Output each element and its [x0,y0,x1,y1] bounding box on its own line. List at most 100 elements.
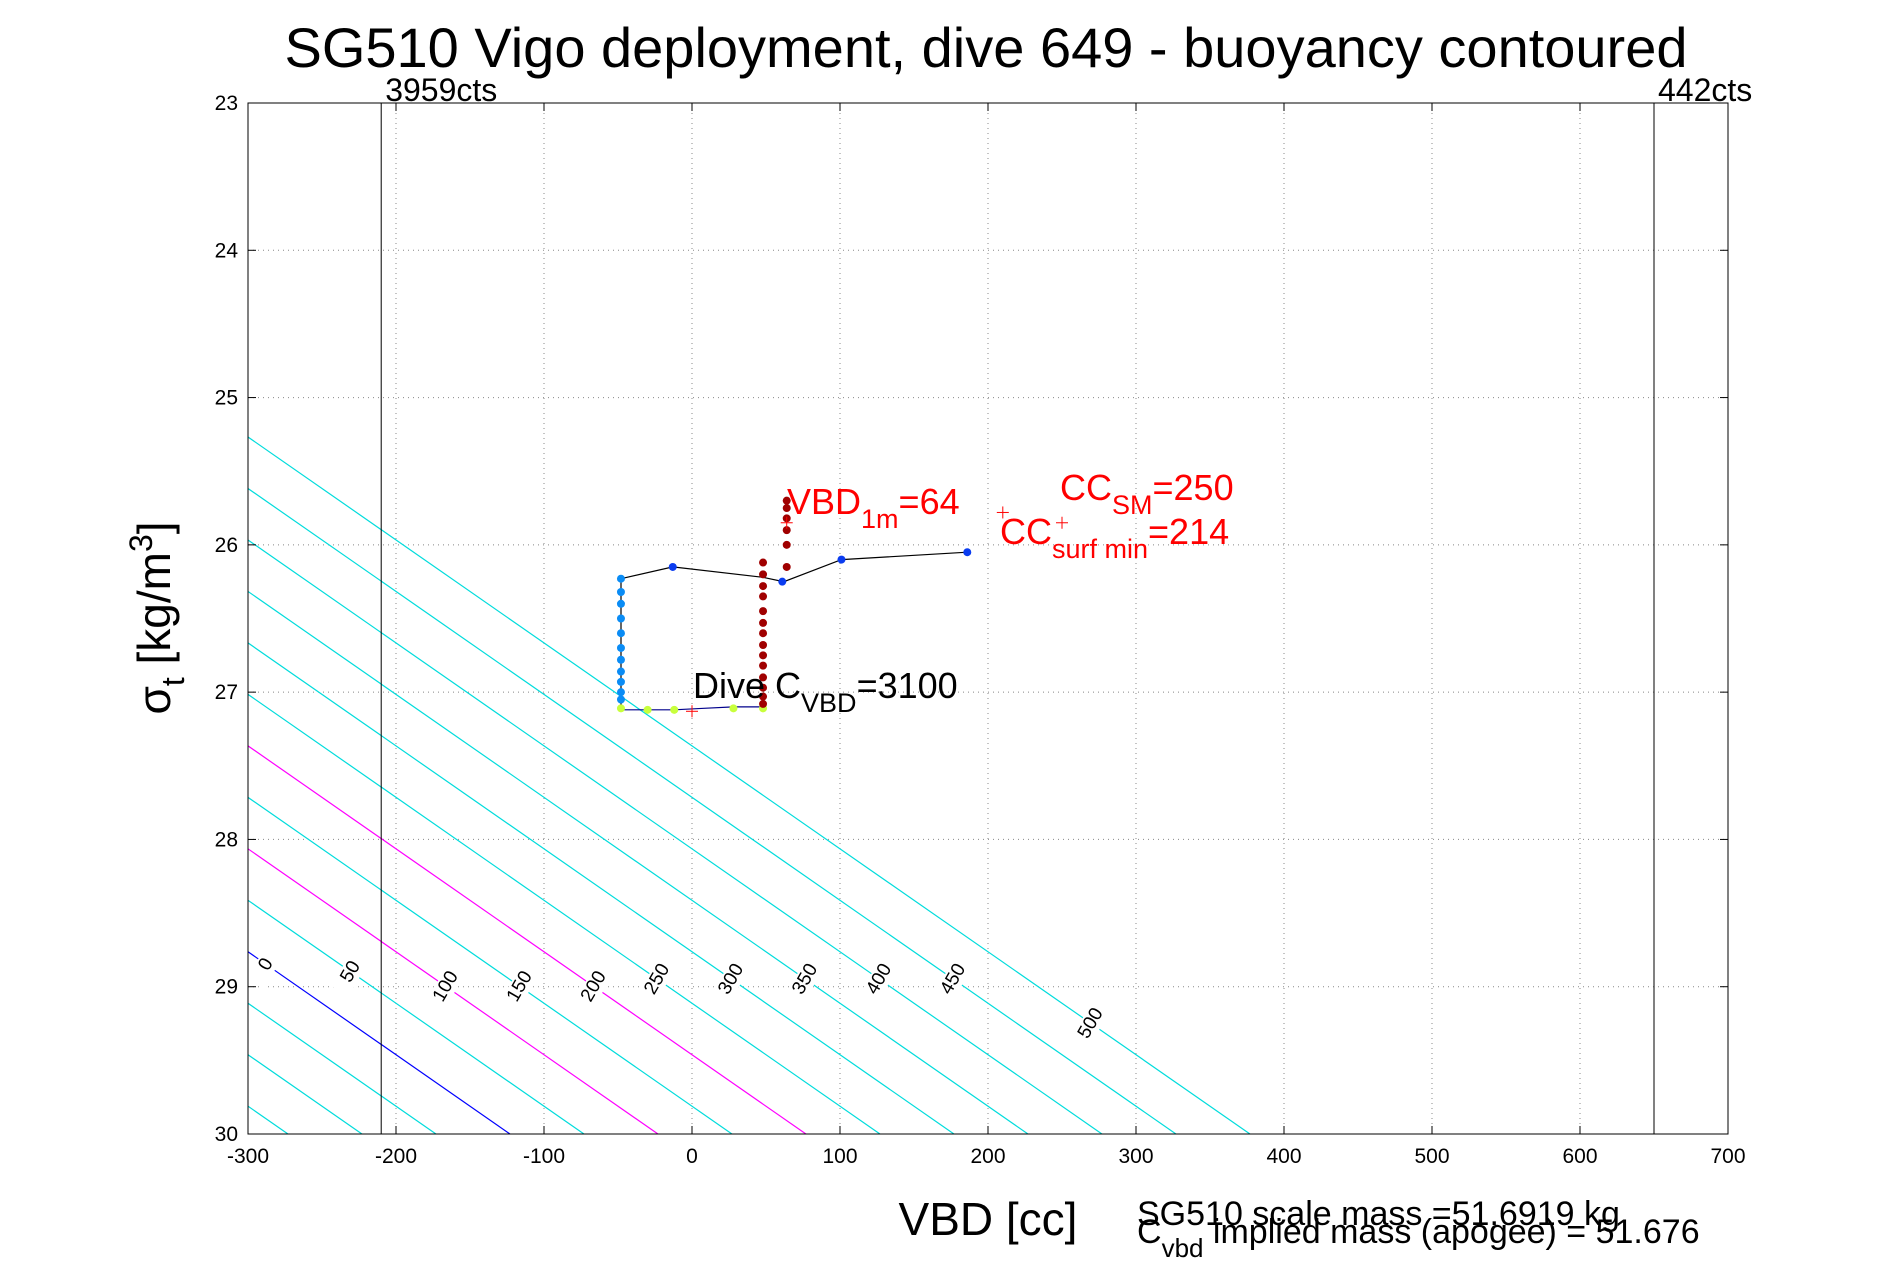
contour-label-bg [711,955,752,1004]
y-tick-label: 27 [215,681,238,704]
contour-label-bg [637,955,678,1004]
descent-point [616,629,625,638]
y-tick-label: 25 [215,387,238,410]
contour-line [248,899,585,1134]
y-axis-label: σt [kg/m3] [123,521,191,714]
ccsurf-value: =214 [1148,511,1229,552]
x-tick-label: -300 [227,1145,269,1168]
descent-point [616,643,625,652]
apogee-point [616,704,625,713]
contour-line [248,590,1029,1134]
ccsurf-annotation: CCsurf min=214 [1000,511,1229,564]
vbd1m-annotation: VBD1m=64 [787,481,960,534]
count-limit-label: 3959cts [385,72,497,108]
count-limit-lines: 3959cts 442cts [380,72,1752,1134]
y-tick-label: 30 [215,1123,238,1146]
ascent-point [759,699,768,708]
vbd1m-main: VBD [787,481,861,522]
ascent-point [759,683,768,692]
descent-point [616,695,625,704]
y-tick-label: 29 [215,976,238,999]
y-tick-label: 23 [215,92,238,115]
ascent-point [759,692,768,701]
contour-line [248,487,1177,1134]
vbd1m-sub: 1m [861,504,899,534]
contour-line [248,796,733,1134]
x-tick-label: 700 [1710,1145,1745,1168]
ccsm-value: =250 [1153,467,1234,508]
ascent-point [759,641,768,650]
ascent-point [782,540,791,549]
contour-label-bg [859,955,900,1004]
y-axis-label-unit: [kg/m [128,552,180,677]
ccsurf-sub: surf min [1052,534,1148,564]
contour-line [248,745,807,1134]
contour-label-bg [933,955,974,1004]
ascent-point [782,526,791,535]
contour-label-bg [246,940,287,989]
descent-point [616,614,625,623]
x-tick-label: -100 [523,1145,565,1168]
ascent-point [759,592,768,601]
ascent-point [759,661,768,670]
contour-line [248,436,1251,1134]
x-axis: -300 -200 -100 0 100 200 300 400 500 600 700 [227,103,1746,1168]
chart-title: SG510 Vigo deployment, dive 649 - buoyan… [284,16,1687,79]
y-axis-label-sub: t [155,677,191,686]
x-tick-label: 500 [1414,1145,1449,1168]
dive-cvbd-sub: VBD [801,688,857,718]
dive-cvbd-main: Dive C [693,665,801,706]
contour-line [248,642,955,1134]
contour-label-bg [785,955,826,1004]
x-tick-label: 0 [686,1145,698,1168]
surface-point [668,562,677,571]
scale-mass-note: SG510 scale mass =51.6919 kg [1137,1195,1620,1233]
ascent-point [759,570,768,579]
dive-cvbd-annotation: Dive CVBD=3100 [693,665,958,718]
apogee-point [670,705,679,714]
contour-label-bg [1071,999,1111,1048]
dive-points [616,496,972,714]
descent-point [616,574,625,583]
implied-mass-tail: implied mass (apogee) = 51.676 [1203,1213,1699,1251]
y-axis-label-close: ] [128,521,180,534]
y-tick-label: 28 [215,828,238,851]
x-axis-label: VBD [cc] [899,1193,1078,1245]
contour-line [0,103,140,1134]
ccsm-main: CC [1060,467,1112,508]
x-tick-label: -200 [375,1145,417,1168]
ascent-point [759,582,768,591]
ascent-point [759,673,768,682]
ascent-point [782,504,791,513]
contour-label-bg [500,962,540,1011]
ascent-point [759,558,768,567]
surface-point [778,577,787,586]
ccsurf-main: CC [1000,511,1052,552]
y-tick-label: 24 [215,239,239,262]
contour-line [0,103,214,1134]
contour-line [248,693,881,1134]
ccsm-annotation: CCSM=250 [1060,467,1234,520]
ascent-point [782,496,791,505]
descent-point [616,655,625,664]
contour-line [248,539,1103,1134]
x-tick-label: 400 [1266,1145,1301,1168]
descent-point [616,677,625,686]
dive-track-line [621,706,763,711]
contour-label-bg [331,947,371,997]
apogee-point [729,704,738,713]
x-tick-label: 100 [822,1145,857,1168]
descent-point [616,667,625,676]
dive-cvbd-value: =3100 [857,665,958,706]
contour-line [248,848,659,1134]
descent-point [616,599,625,608]
contour-label-bg [426,962,466,1011]
vbd1m-value: =64 [899,481,960,522]
apogee-point [643,705,652,714]
implied-mass-note: Cvbd implied mass (apogee) = 51.676 [1137,1213,1700,1262]
y-axis: 23 24 25 26 27 28 29 30 [215,92,1728,1146]
descent-point [616,688,625,697]
surface-point [963,548,972,557]
x-tick-label: 300 [1118,1145,1153,1168]
